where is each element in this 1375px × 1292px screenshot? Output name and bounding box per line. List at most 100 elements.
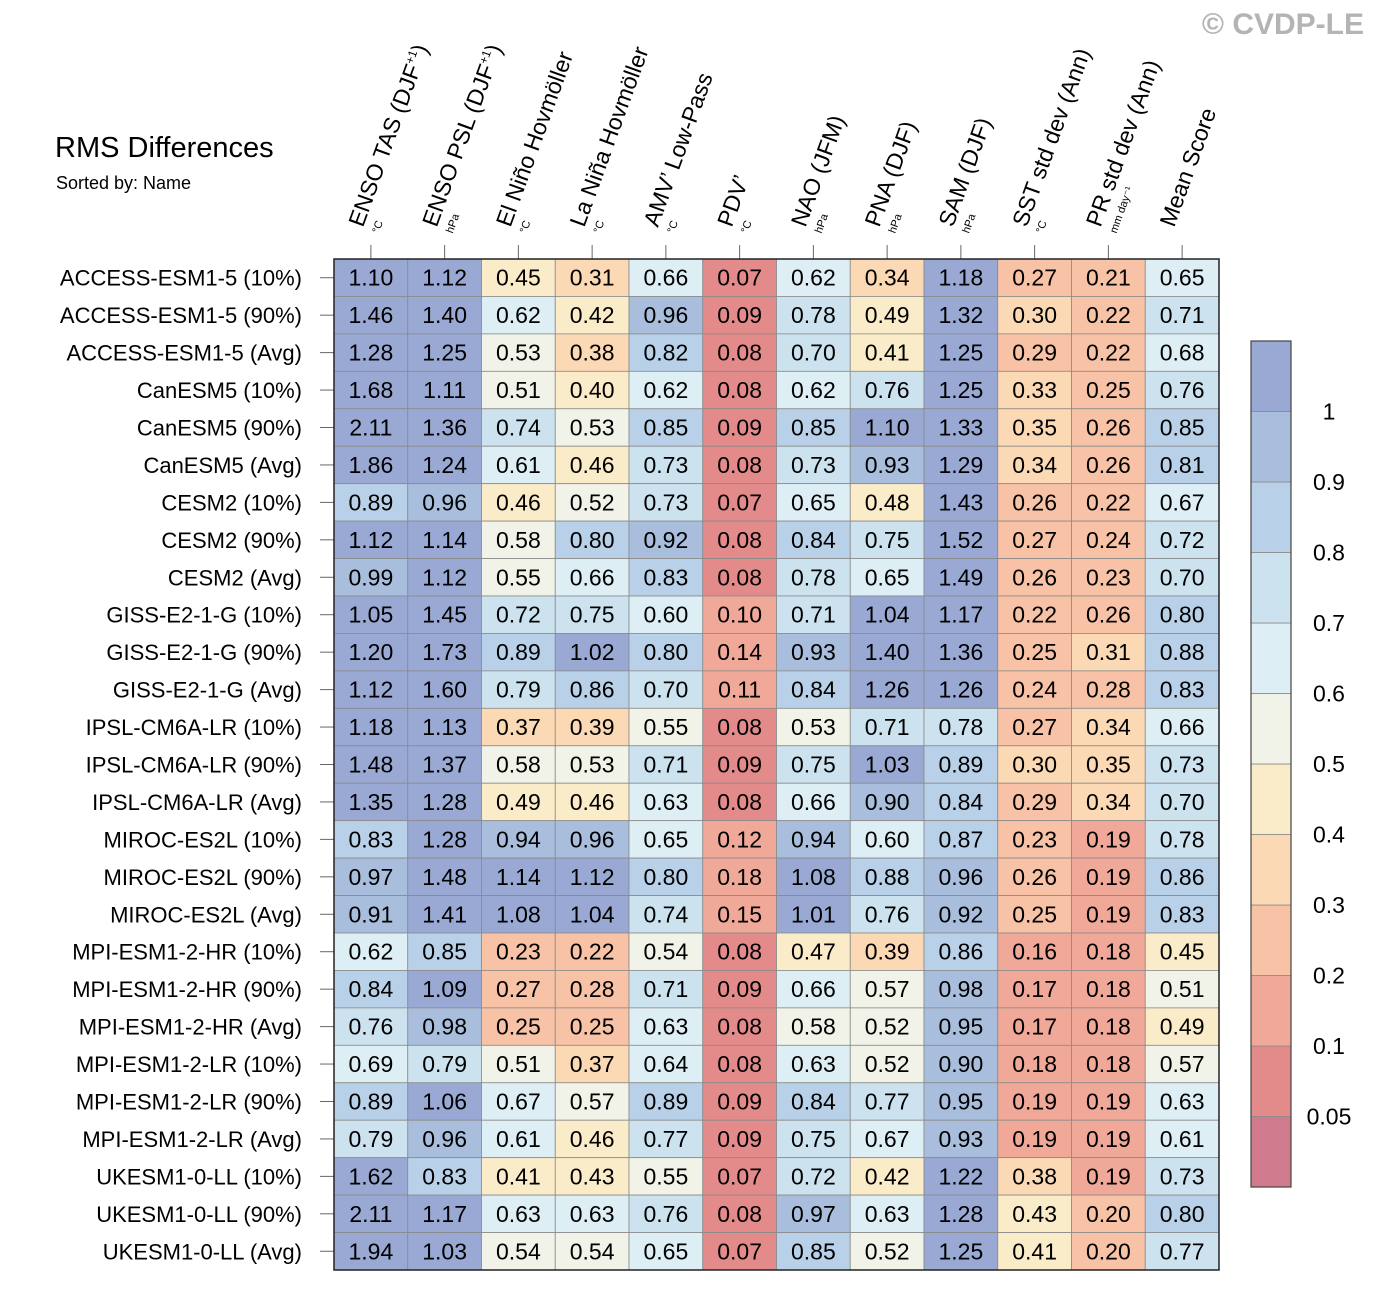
heatmap-cell <box>776 1082 851 1121</box>
cell-value-label: 0.73 <box>643 452 688 478</box>
cell-value-label: 0.51 <box>496 1051 541 1077</box>
column-unit-label: °C <box>518 219 534 235</box>
cell-value-label: 0.41 <box>496 1163 541 1189</box>
cell-value-label: 0.80 <box>643 864 688 890</box>
heatmap-cell <box>702 445 777 485</box>
cell-value-label: 0.19 <box>1086 1126 1131 1152</box>
heatmap-cell <box>628 932 704 971</box>
heatmap-cell <box>923 558 999 597</box>
column-header: SAM (DJF)hPa <box>933 114 996 235</box>
row-label: CanESM5 (Avg) <box>143 453 302 478</box>
colorbar-bin <box>1250 1045 1292 1117</box>
cell-value-label: 0.78 <box>791 564 836 590</box>
cell-value-label: 1.35 <box>348 789 393 815</box>
heatmap-cell <box>849 1082 925 1121</box>
heatmap-cell <box>997 333 1072 372</box>
heatmap-cell <box>333 707 409 747</box>
cell-value-label: 0.92 <box>938 901 983 927</box>
row-label: IPSL-CM6A-LR (Avg) <box>92 790 302 815</box>
heatmap-cell <box>481 370 556 410</box>
heatmap-cell <box>1144 1232 1220 1271</box>
cell-value-label: 0.94 <box>496 826 541 852</box>
heatmap-cell <box>481 1194 556 1233</box>
cell-value-label: 1.17 <box>422 1201 467 1227</box>
cell-value-label: 0.85 <box>422 939 467 965</box>
cell-value-label: 0.39 <box>570 714 615 740</box>
heatmap-cell <box>333 1119 409 1159</box>
cell-value-label: 0.89 <box>643 1088 688 1114</box>
cell-value-label: 0.68 <box>1160 340 1205 366</box>
heatmap-cell <box>849 782 925 822</box>
cell-value-label: 0.77 <box>865 1088 910 1114</box>
heatmap-cell <box>997 1194 1072 1233</box>
cell-value-label: 0.64 <box>643 1051 688 1077</box>
column-header-label: SST std dev (Ann) <box>1007 45 1096 230</box>
cell-value-label: 0.26 <box>1012 864 1057 890</box>
cell-value-label: 1.26 <box>865 677 910 703</box>
heatmap-cell <box>1144 483 1220 522</box>
cell-value-label: 1.29 <box>938 452 983 478</box>
cell-value-label: 1.03 <box>422 1238 467 1264</box>
colorbar-tick-label: 0.2 <box>1313 963 1345 989</box>
cell-value-label: 0.79 <box>348 1126 393 1152</box>
heatmap-cell <box>849 670 925 709</box>
heatmap-cell <box>554 558 630 597</box>
cell-value-label: 0.95 <box>938 1088 983 1114</box>
heatmap-cell <box>776 670 851 709</box>
cell-value-label: 0.85 <box>791 414 836 440</box>
cell-value-label: 0.96 <box>422 1126 467 1152</box>
cell-value-label: 1.48 <box>422 864 467 890</box>
colorbar-tick-label: 0.8 <box>1313 540 1345 566</box>
row-label: MPI-ESM1-2-HR (Avg) <box>79 1015 302 1040</box>
heatmap-cell <box>776 258 851 297</box>
cell-value-label: 0.31 <box>1086 639 1131 665</box>
heatmap-cell <box>481 932 556 971</box>
heatmap-cell <box>849 707 925 747</box>
cell-value-label: 0.63 <box>643 1014 688 1040</box>
cell-value-label: 1.11 <box>423 377 466 403</box>
column-header: NAO (JFM)hPa <box>786 112 850 235</box>
heatmap-cell <box>554 296 630 335</box>
cell-value-label: 0.60 <box>643 602 688 628</box>
cell-value-label: 0.43 <box>570 1163 615 1189</box>
cell-value-label: 0.57 <box>865 976 910 1002</box>
row-label: UKESM1-0-LL (Avg) <box>103 1239 302 1264</box>
cell-value-label: 0.85 <box>643 414 688 440</box>
heatmap-cell <box>923 483 999 522</box>
heatmap-cell <box>923 707 999 747</box>
heatmap-cell <box>628 1194 704 1233</box>
chart-subtitle: Sorted by: Name <box>56 173 191 193</box>
cell-value-label: 0.79 <box>496 677 541 703</box>
column-header-label: Mean Score <box>1154 104 1221 229</box>
heatmap-cell <box>923 1007 999 1046</box>
column-header-text: NAO (JFM) <box>786 112 850 230</box>
heatmap-cells: 1.10 1.12 0.45 0.31 0.66 0.07 0.62 0.34 1.18 0.27… <box>333 258 1220 1271</box>
heatmap-cell <box>702 1157 777 1196</box>
heatmap-cell <box>628 707 704 747</box>
column-header-label: PNA (DJF) <box>859 118 921 230</box>
heatmap-cell <box>702 932 777 971</box>
cell-value-label: 0.35 <box>1012 414 1057 440</box>
cell-value-label: 1.17 <box>938 602 983 628</box>
cell-value-label: 0.34 <box>1086 714 1131 740</box>
cell-value-label: 0.31 <box>570 265 615 291</box>
cell-value-label: 0.42 <box>570 302 615 328</box>
cell-value-label: 0.52 <box>865 1238 910 1264</box>
cell-value-label: 0.99 <box>348 564 393 590</box>
heatmap-cell <box>776 520 851 559</box>
cell-value-label: 1.48 <box>348 751 393 777</box>
cell-value-label: 0.09 <box>717 302 762 328</box>
cell-value-label: 0.75 <box>791 1126 836 1152</box>
heatmap-cell <box>997 595 1072 634</box>
cell-value-label: 0.37 <box>496 714 541 740</box>
cell-value-label: 0.09 <box>717 976 762 1002</box>
cell-value-label: 1.28 <box>348 340 393 366</box>
column-header-text: ENSO PSL (DJF <box>417 61 500 230</box>
heatmap-cell <box>333 1082 409 1121</box>
row-label: CESM2 (10%) <box>161 490 302 515</box>
heatmap-cell <box>481 520 556 559</box>
cell-value-label: 0.76 <box>348 1014 393 1040</box>
cell-value-label: 0.08 <box>717 939 762 965</box>
cell-value-label: 0.17 <box>1012 1014 1057 1040</box>
cell-value-label: 0.29 <box>1012 789 1057 815</box>
